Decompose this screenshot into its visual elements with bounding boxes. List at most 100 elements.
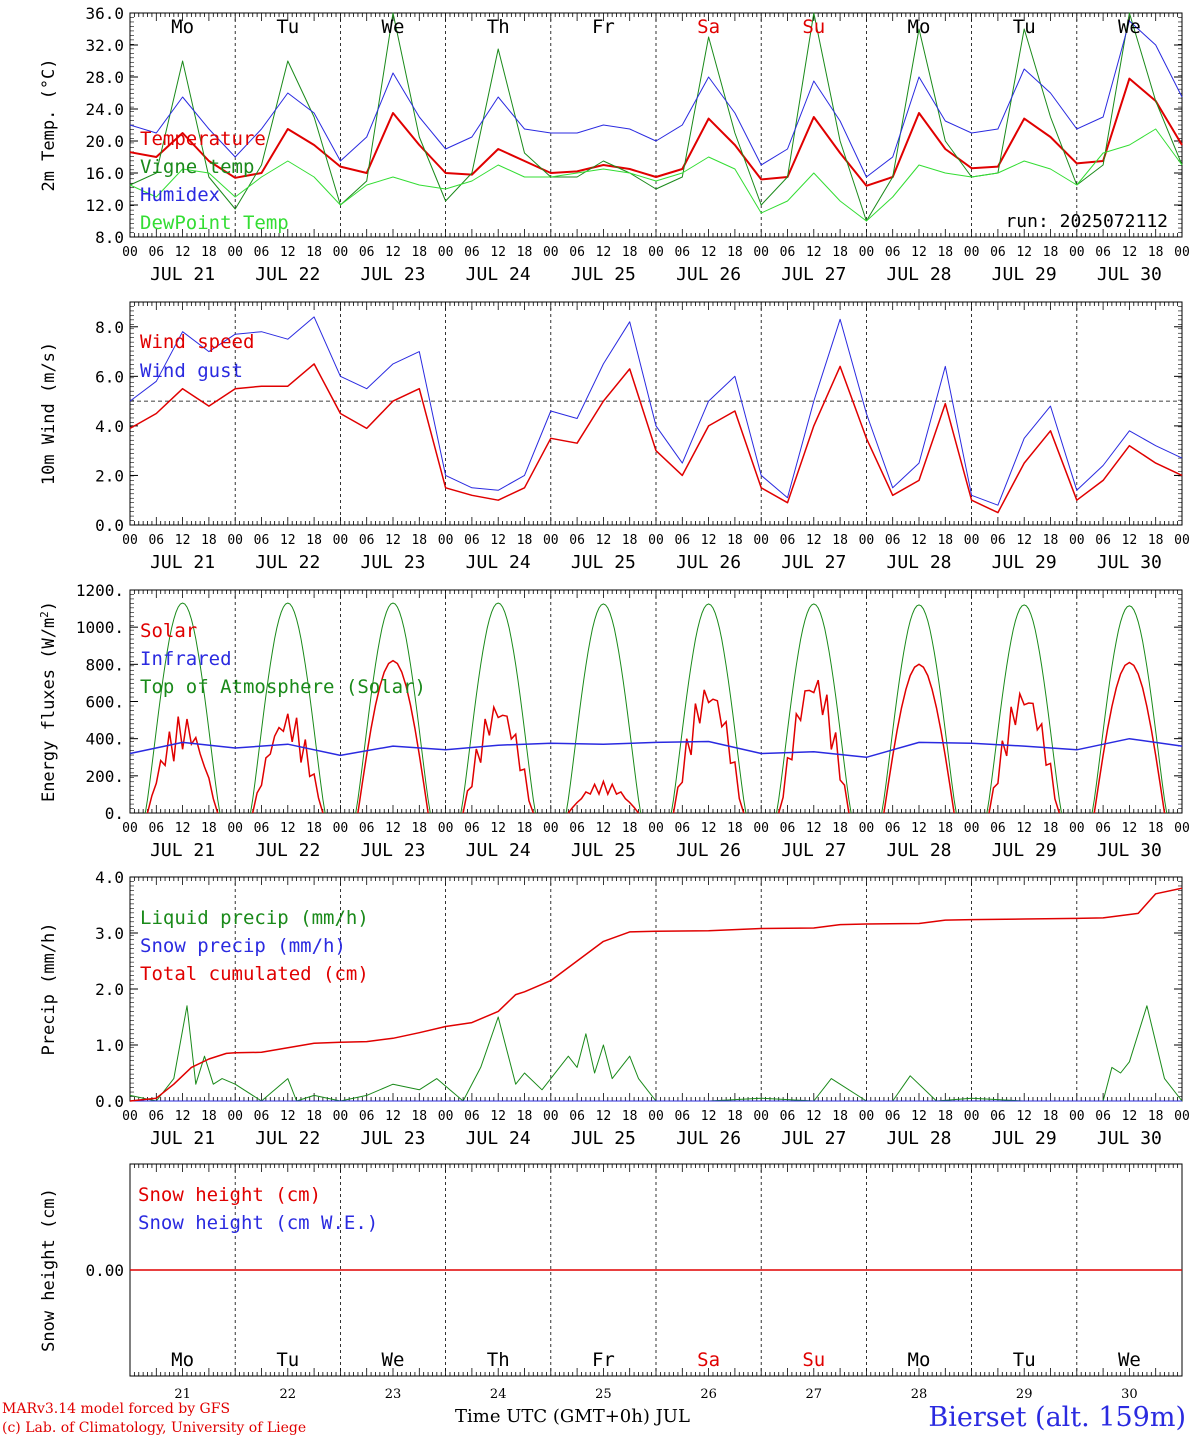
hour-tick-label: 12 [806,821,822,836]
y-tick-label: 600. [85,693,124,712]
y-tick-label: 1200. [76,581,124,600]
date-label: JUL 26 [676,840,741,861]
date-label: JUL 21 [150,840,215,861]
day-number-label: 25 [595,1387,612,1402]
series-line-solar [988,690,1061,814]
date-label: JUL 23 [360,264,425,285]
hour-tick-label: 06 [990,245,1006,260]
hour-tick-label: 12 [596,1109,612,1124]
series-line-solar [462,704,535,814]
series-line-wind-gust [129,316,1183,506]
hour-tick-label: 00 [648,821,664,836]
hour-tick-label: 06 [674,533,690,548]
panel-energy: 0. 200. 400. 600. 800. 1000. 1200. Energy fluxe… [38,581,1190,861]
y-axis-title: 2m Temp. (°C) [39,58,59,191]
series-line-toa-solar [460,602,536,814]
y-tick-label: 200. [85,767,124,786]
hour-tick-label: 06 [359,533,375,548]
hour-tick-label: 18 [1148,245,1164,260]
y-tick-label: 1000. [76,618,124,637]
day-number-label: 29 [1016,1387,1033,1402]
date-label: JUL 29 [992,1128,1057,1149]
day-label: We [1118,1349,1141,1371]
hour-tick-label: 06 [464,245,480,260]
y-tick-label: 8.0 [95,228,124,247]
hour-tick-label: 00 [1174,245,1190,260]
hour-tick-label: 12 [596,821,612,836]
hour-tick-label: 00 [333,1109,349,1124]
y-tick-label: 6.0 [95,367,124,386]
date-label: JUL 24 [466,552,531,573]
date-label: JUL 28 [886,840,951,861]
hour-tick-label: 00 [227,533,243,548]
hour-tick-label: 12 [1122,821,1138,836]
hour-tick-label: 18 [832,533,848,548]
day-number-label: 24 [490,1387,507,1402]
y-tick-label: 0. [105,804,124,823]
date-label: JUL 25 [571,264,636,285]
hour-tick-label: 12 [175,1109,191,1124]
y-tick-label: 0.0 [95,516,124,535]
series-line-toa-solar [144,602,221,814]
date-label: JUL 22 [255,264,320,285]
hour-tick-label: 06 [569,245,585,260]
hour-tick-label: 18 [832,821,848,836]
series-line-vigne-temp [129,12,1183,222]
hour-tick-label: 18 [201,533,217,548]
hour-tick-label: 06 [148,1109,164,1124]
hour-tick-label: 00 [333,533,349,548]
hour-tick-label: 06 [464,533,480,548]
hour-tick-label: 00 [648,533,664,548]
date-label: JUL 21 [150,552,215,573]
y-tick-label: 0.00 [85,1261,124,1280]
date-label: JUL 21 [150,1128,215,1149]
series-line-solar [357,659,429,814]
day-label: Tu [1013,16,1036,38]
y-tick-label: 4.0 [95,417,124,436]
hour-tick-label: 18 [622,1109,638,1124]
hour-tick-label: 00 [964,533,980,548]
hour-tick-label: 00 [122,1109,138,1124]
hour-tick-label: 00 [964,1109,980,1124]
y-axis-title: Precip (mm/h) [39,922,59,1055]
hour-tick-label: 18 [201,245,217,260]
series-line-toa-solar [565,603,642,814]
hour-tick-label: 12 [1016,245,1032,260]
day-number-label: 30 [1121,1387,1138,1402]
hour-tick-label: 18 [937,1109,953,1124]
hour-tick-label: 06 [148,245,164,260]
legend-entry: Snow height (cm) [138,1184,321,1206]
y-axis-title: Snow height (cm) [39,1188,59,1352]
hour-tick-label: 12 [1016,533,1032,548]
hour-tick-label: 06 [569,533,585,548]
series-line-humidex [129,20,1183,178]
day-label: Th [487,1349,510,1371]
hour-tick-label: 18 [727,245,743,260]
date-label: JUL 25 [571,1128,636,1149]
series-line-liquid-precip-mm-h [129,1005,1183,1102]
series-line-solar [777,679,850,814]
hour-tick-label: 12 [385,245,401,260]
hour-tick-label: 12 [911,821,927,836]
hour-tick-label: 18 [622,533,638,548]
hour-tick-label: 18 [517,821,533,836]
legend-entry: Solar [140,620,197,642]
panel-precip: 0.0 1.0 2.0 3.0 4.0 Precip (mm/h) Liquid preci… [39,868,1190,1149]
series-line-solar [251,713,324,814]
y-tick-label: 36.0 [85,4,124,23]
hour-tick-label: 12 [280,821,296,836]
panel-frame [129,12,1183,238]
series-line-toa-solar [881,604,957,814]
date-label: JUL 27 [781,552,846,573]
hour-tick-label: 00 [543,245,559,260]
legend-entry: Snow height (cm W.E.) [138,1212,378,1234]
hour-tick-label: 06 [464,821,480,836]
hour-tick-label: 18 [622,245,638,260]
date-label: JUL 30 [1097,552,1162,573]
hour-tick-label: 00 [648,245,664,260]
hour-tick-label: 00 [753,533,769,548]
date-label: JUL 30 [1097,840,1162,861]
date-label: JUL 30 [1097,1128,1162,1149]
series-line-solar [672,689,745,814]
hour-tick-label: 00 [122,821,138,836]
